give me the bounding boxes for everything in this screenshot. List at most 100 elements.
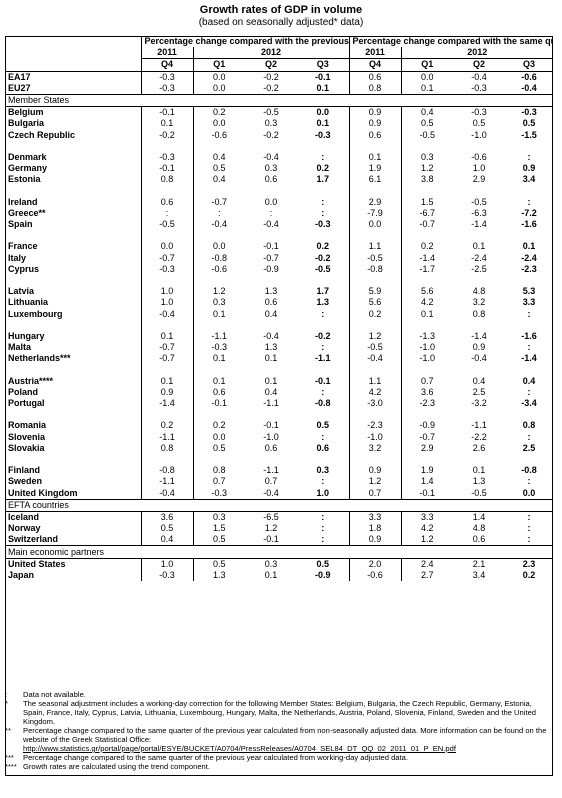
table-cell: 0.1 xyxy=(472,241,486,252)
table-row: Czech Republic -0.2 -0.6 -0.2 -0.3 0.6 -0.5 -1.… xyxy=(5,129,553,141)
footnote-text: The seasonal adjustment includes a worki… xyxy=(23,699,537,726)
row-label: Portugal xyxy=(5,398,142,410)
table-cell: -1.0 xyxy=(263,431,279,442)
table-cell: 0.1 xyxy=(212,375,226,386)
footnote: * The seasonal adjustment includes a work… xyxy=(5,699,553,726)
row-label: Luxembourg xyxy=(5,308,142,320)
table-cell: -1.6 xyxy=(521,330,537,341)
row-label: EU27 xyxy=(5,82,142,95)
table-cell: 2.9 xyxy=(349,196,402,208)
table-cell: 0.6 xyxy=(297,442,350,454)
table-cell: -0.4 xyxy=(263,151,279,162)
table-row: Portugal -1.4 -0.1 -1.1 -0.8 -3.0 -2.3 -3.2 -3.4 xyxy=(5,398,553,410)
table-cell: -0.7 xyxy=(141,252,194,264)
table-cell: -1.7 xyxy=(419,263,436,274)
table-cell: 1.4 xyxy=(472,511,486,522)
table-cell: 1.4 xyxy=(421,476,434,487)
table-cell: 1.3 xyxy=(264,342,278,353)
header-corner xyxy=(5,36,142,48)
table-cell: : xyxy=(297,151,350,164)
table-row: Sweden -1.1 0.7 0.7:1.2 1.4 1.3: xyxy=(5,476,553,488)
table-cell: 0.3 xyxy=(264,558,278,569)
table-cell: -0.5 xyxy=(349,342,402,354)
table-cell: -1.0 xyxy=(471,129,487,140)
table-cell: 1.7 xyxy=(297,174,350,186)
table-cell: 0.8 xyxy=(522,420,536,431)
table-cell: -2.2 xyxy=(471,431,487,442)
table-cell: 1.0 xyxy=(141,297,194,309)
section-label: Member States xyxy=(5,93,554,108)
table-cell: 2.0 xyxy=(349,558,402,570)
table-cell: -0.1 xyxy=(297,375,350,387)
table-cell: -1.4 xyxy=(141,398,194,410)
table-cell: -1.0 xyxy=(419,353,436,364)
table-cell: -0.5 xyxy=(471,196,487,207)
table-cell: -0.4 xyxy=(471,71,487,82)
footnote: : Data not available. xyxy=(5,690,553,699)
table-cell: 0.1 xyxy=(297,118,350,130)
table-cell: -0.3 xyxy=(521,107,537,118)
table-cell: -0.1 xyxy=(263,241,279,252)
header-group-row: Percentage change compared with the prev… xyxy=(5,36,553,48)
table-cell: 1.5 xyxy=(212,523,226,534)
table-cell: 3.3 xyxy=(349,511,402,524)
row-label: Spain xyxy=(5,219,142,231)
table-cell: 1.2 xyxy=(349,476,402,488)
greek-statistics-link[interactable]: http://www.statistics.gr/portal/page/por… xyxy=(23,744,456,753)
table-cell: 1.0 xyxy=(297,487,350,500)
table-cell: 1.5 xyxy=(421,196,434,207)
table-cell: 0.5 xyxy=(421,118,434,129)
section-label: Main economic partners xyxy=(5,545,554,559)
table-row: Greece**:::: -7.9 -6.7 -6.3 -7.2 xyxy=(5,207,553,219)
table-cell: -0.8 xyxy=(521,465,537,476)
table-cell: -1.4 xyxy=(521,353,537,364)
table-cell: -0.3 xyxy=(141,71,194,83)
table-cell: 1.1 xyxy=(349,375,402,387)
table-cell: 0.9 xyxy=(522,163,536,174)
table-row: United Kingdom -0.4 -0.3 -0.4 1.0 0.7 -0.1 -0.5… xyxy=(5,487,553,500)
table-cell: -2.3 xyxy=(419,398,436,409)
table-cell: 0.4 xyxy=(264,386,278,397)
table-cell: 0.4 xyxy=(522,375,536,386)
table-cell: -6.3 xyxy=(471,207,487,218)
table-cell: -0.2 xyxy=(297,330,350,343)
table-cell: 0.5 xyxy=(522,118,536,129)
row-label: Ireland xyxy=(5,196,142,208)
table-cell: 1.2 xyxy=(421,534,434,545)
header-quarter: Q2 xyxy=(245,58,297,72)
footnote-marker: **** xyxy=(5,762,17,771)
table-cell: -0.9 xyxy=(263,263,279,274)
footnote-marker: ** xyxy=(5,726,11,735)
table-cell: -0.3 xyxy=(141,263,194,275)
table-cell: 0.9 xyxy=(349,534,402,546)
table-cell: -0.1 xyxy=(263,420,279,431)
table-cell: 1.2 xyxy=(212,286,226,297)
table-cell: -0.1 xyxy=(419,487,436,498)
table-cell: -0.1 xyxy=(141,106,194,119)
table-cell: 0.1 xyxy=(141,118,194,130)
table-cell: 0.2 xyxy=(141,420,194,432)
table-cell: 0.3 xyxy=(264,163,278,174)
spacer-row xyxy=(5,274,553,287)
spacer-row xyxy=(5,140,553,152)
spacer-row xyxy=(5,409,553,421)
table-cell: 0.5 xyxy=(141,523,194,535)
row-label: Japan xyxy=(5,569,142,581)
table-cell: 0.3 xyxy=(264,118,278,129)
table-cell: 1.2 xyxy=(349,330,402,343)
row-label: Switzerland xyxy=(5,534,142,546)
table-cell: 0.5 xyxy=(212,558,226,569)
table-cell: 4.8 xyxy=(472,523,486,534)
row-label: Slovenia xyxy=(5,431,142,443)
row-label: Austria**** xyxy=(5,375,142,387)
table-cell: 1.0 xyxy=(141,286,194,298)
footnote-text: Percentage change compared to the same q… xyxy=(23,726,547,744)
table-cell: -3.2 xyxy=(471,398,487,409)
table-cell: 0.0 xyxy=(212,71,226,82)
gdp-table: Percentage change compared with the prev… xyxy=(5,36,554,581)
table-row: Lithuania 1.0 0.3 0.6 1.3 5.6 4.2 3.2 3.3 xyxy=(5,297,553,309)
table-row: Spain -0.5 -0.4 -0.4 -0.3 0.0 -0.7 -1.4 -1.6 xyxy=(5,219,553,231)
table-cell: -1.4 xyxy=(419,252,436,263)
table-cell: 0.6 xyxy=(141,196,194,208)
table-cell: -0.3 xyxy=(471,82,487,93)
